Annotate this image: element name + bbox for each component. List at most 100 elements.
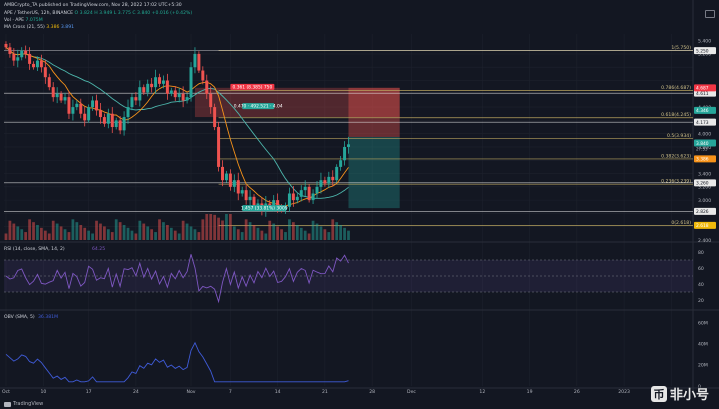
candle-body <box>173 90 177 98</box>
target-label-bg <box>242 103 275 110</box>
candle-body <box>205 80 209 94</box>
volume-bar <box>87 230 91 240</box>
level-price-tag-bg <box>694 179 716 187</box>
volume-bar <box>240 232 244 240</box>
candle-body <box>47 77 51 88</box>
candle-body <box>110 113 114 128</box>
volume-bar <box>138 220 142 240</box>
volume-bar <box>166 224 169 240</box>
volume-bars <box>4 214 350 240</box>
price-tick: 3.400 <box>698 171 711 177</box>
obv-tick: 40M <box>698 342 708 348</box>
watermark: 币 非小号 <box>650 384 709 403</box>
rsi-label: RSI (14, close, SMA, 14, 2) <box>4 246 65 252</box>
candle-body <box>91 100 95 108</box>
obv-tick: 60M <box>698 320 708 326</box>
candle-body <box>307 186 311 201</box>
volume-bar <box>40 227 43 240</box>
volume-bar <box>16 226 20 240</box>
price-tick: 5.200 <box>698 52 711 58</box>
ma-fast-value: 3.386 <box>46 25 60 30</box>
volume-bar <box>146 226 150 240</box>
time-tick: Oct <box>2 389 10 395</box>
candle-body <box>130 97 134 108</box>
candle-body <box>63 97 67 101</box>
level-price-tag-bg <box>694 118 716 126</box>
symbol-line: APE / TetherUS, 12h, BINANCE O 3.824 H 3… <box>4 11 192 16</box>
volume-bar <box>32 222 35 240</box>
volume-bar <box>288 219 291 240</box>
ohlc-values: O 3.824 H 3.949 L 3.775 C 3.840 +0.016 (… <box>74 11 193 16</box>
price-tick: 3.200 <box>698 185 711 191</box>
volume-bar <box>201 219 205 240</box>
candle-body <box>244 190 248 201</box>
obv-line <box>5 341 349 383</box>
tradingview-icon <box>4 401 11 407</box>
candle-body <box>240 190 244 194</box>
volume-bar <box>20 229 24 240</box>
level-price-tag: 2.826 <box>696 209 709 215</box>
candle-body <box>287 193 291 207</box>
ma-slow-line <box>5 46 349 199</box>
candle-body <box>8 47 12 54</box>
volume-bar <box>106 229 110 240</box>
volume-bar <box>339 224 343 240</box>
candle-body <box>299 190 303 197</box>
reward-label-bg <box>242 205 287 212</box>
rsi-pane: RSI (14, close, SMA, 14, 2) 64.25 80 60 40 20 <box>4 246 704 304</box>
candle-body <box>347 144 350 147</box>
fib-level-label: 0.618(4.245) <box>661 112 691 118</box>
watermark-logo-icon: 币 <box>650 385 667 402</box>
candle-body <box>67 97 71 114</box>
time-tick: 12 <box>479 389 485 395</box>
volume-bar <box>114 219 118 240</box>
candle-body <box>122 117 126 131</box>
obv-pane: OBV (SMA, 5) 36.381M 60M 40M 20M 0 <box>4 314 708 390</box>
candle-body <box>161 80 165 84</box>
candle-body <box>319 180 323 187</box>
volume-bar <box>244 219 248 240</box>
candle-body <box>201 70 205 81</box>
volume-bar <box>181 220 185 240</box>
time-tick: 10 <box>40 389 46 395</box>
volume-bar <box>4 233 8 240</box>
fib-level-label: 0(2.618) <box>671 220 691 226</box>
volume-bar <box>260 230 264 240</box>
fib-zero-price-tag: 2.618 <box>696 223 709 229</box>
candle-body <box>118 120 122 131</box>
volume-bar <box>209 214 213 240</box>
volume-bar <box>126 227 130 240</box>
candle-body <box>35 60 39 68</box>
obv-label: OBV (SMA, 5) <box>4 314 35 320</box>
volume-bar <box>36 224 39 240</box>
level-price-tag-bg <box>694 207 716 215</box>
candle-body <box>276 200 280 207</box>
candle-body <box>189 67 193 98</box>
candle-body <box>343 146 347 161</box>
candle-body <box>228 173 232 187</box>
volume-bar <box>154 232 157 240</box>
camera-icon[interactable] <box>705 10 715 18</box>
candle-body <box>55 93 59 98</box>
volume-bar <box>347 230 350 240</box>
volume-bar <box>63 229 67 240</box>
candle-body <box>339 160 343 167</box>
volume-bar <box>47 233 51 240</box>
time-tick: Nov <box>187 389 196 395</box>
volume-bar <box>276 226 280 240</box>
volume-bar <box>79 224 83 240</box>
candle-body <box>232 180 236 187</box>
candle-body <box>335 166 339 181</box>
position-reward-zone <box>348 137 400 209</box>
candle-body <box>16 57 20 61</box>
candle-body <box>83 113 87 121</box>
volume-bar <box>213 214 217 240</box>
stop-label-bg <box>230 83 275 90</box>
volume-bar <box>122 224 126 240</box>
time-tick: 7 <box>229 389 232 395</box>
candle-body <box>252 196 256 207</box>
candle-body <box>236 180 240 194</box>
ma-line: MA Cross (21, 55) 3.386 3.891 <box>4 25 74 30</box>
candle-body <box>154 77 158 88</box>
